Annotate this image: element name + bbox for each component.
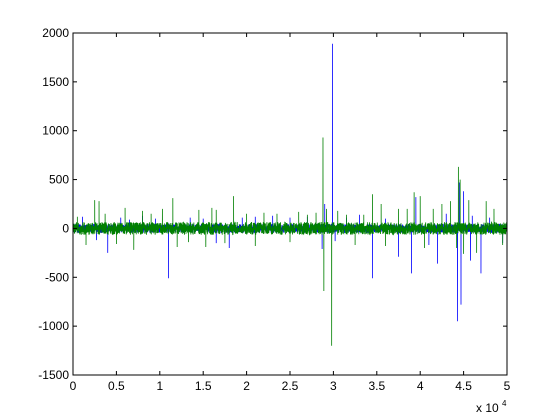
- y-tick-label: 2000: [42, 26, 69, 40]
- y-tick-label: 0: [62, 221, 69, 235]
- y-tick-label: -1000: [38, 319, 69, 333]
- x-tick-label: 5: [504, 379, 511, 393]
- x-axis-exponent-base: x 10: [476, 401, 499, 415]
- x-tick-label: 0: [70, 379, 77, 393]
- x-tick-label: 4.5: [455, 379, 472, 393]
- x-tick-label: 1: [156, 379, 163, 393]
- series-line-1: [72, 43, 508, 322]
- x-tick-label: 2.5: [282, 379, 299, 393]
- series-layer: [72, 43, 508, 346]
- series-line-2: [72, 137, 508, 346]
- x-tick-label: 3: [330, 379, 337, 393]
- y-tick-label: 500: [49, 173, 69, 187]
- x-tick-label: 1.5: [195, 379, 212, 393]
- x-tick-label: 3.5: [368, 379, 385, 393]
- y-tick-label: -500: [45, 270, 69, 284]
- y-tick-label: 1000: [42, 124, 69, 138]
- x-tick-label: 4: [417, 379, 424, 393]
- ticks-layer: [72, 32, 508, 376]
- y-tick-label: -1500: [38, 368, 69, 382]
- y-tick-label: 1500: [42, 75, 69, 89]
- x-tick-label: 0.5: [108, 379, 125, 393]
- x-axis-exponent: x 10 4: [476, 399, 507, 415]
- x-tick-label: 2: [243, 379, 250, 393]
- x-axis-exponent-power: 4: [502, 399, 507, 408]
- labels-layer: 0 0.5 1 1.5 2 2.5 3 3.5 4 4.5 5 -1500 -1000 -500 0 500 1…: [38, 26, 510, 393]
